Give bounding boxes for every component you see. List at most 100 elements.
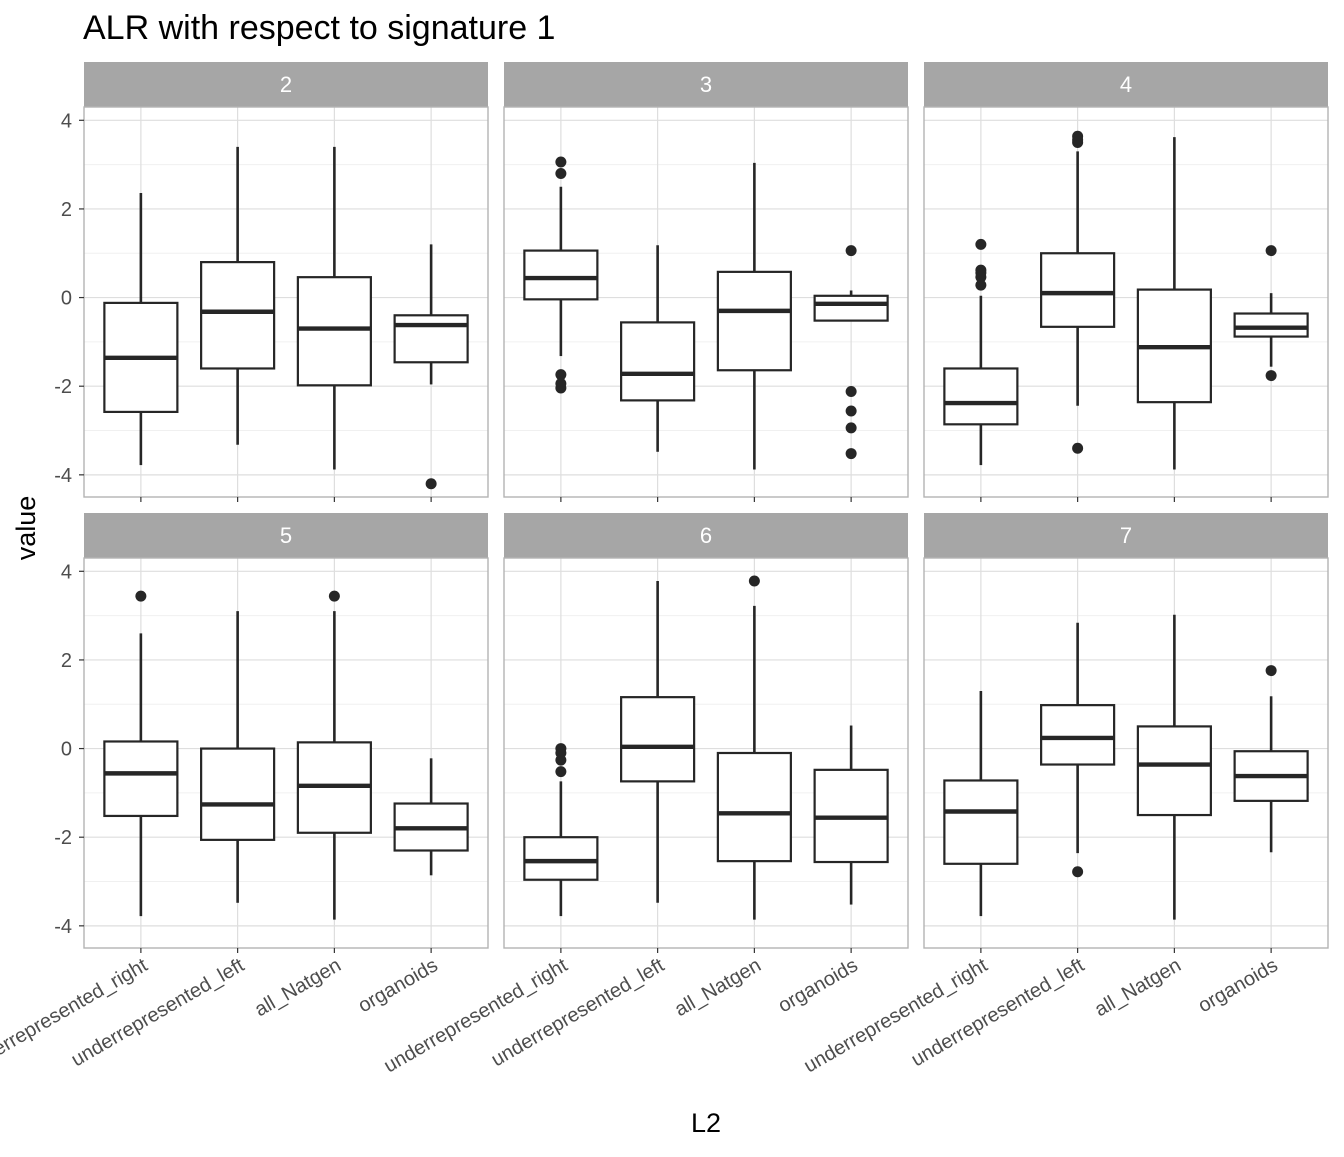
box-iqr <box>200 747 276 841</box>
x-tick-label: underrepresented_left <box>908 954 1089 1071</box>
panel-border <box>503 557 909 949</box>
box-iqr <box>1040 252 1116 328</box>
strip-label: 4 <box>1120 72 1132 97</box>
y-tick-label: 0 <box>61 739 72 761</box>
box-all_Natgen <box>716 575 792 920</box>
box-underrepresented_right <box>103 192 179 466</box>
outlier-point <box>555 766 567 778</box>
y-tick-label: 4 <box>61 110 72 132</box>
box-organoids <box>1233 665 1309 853</box>
y-tick-label: -4 <box>54 916 72 938</box>
box-all_Natgen <box>1136 614 1212 920</box>
outlier-point <box>555 382 567 394</box>
box-underrepresented_right <box>943 690 1019 917</box>
box-iqr <box>620 321 696 402</box>
box-underrepresented_right <box>523 156 599 394</box>
outlier-point <box>555 754 567 766</box>
box-iqr <box>620 696 696 783</box>
box-iqr <box>716 270 792 372</box>
strip-label: 2 <box>280 72 292 97</box>
x-tick-label: underrepresented_left <box>488 954 669 1071</box>
panel-border <box>923 106 1329 498</box>
y-tick-label: -2 <box>54 376 72 398</box>
box-organoids <box>393 758 469 876</box>
x-tick-label: all_Natgen <box>671 954 765 1021</box>
strip-background <box>504 62 908 107</box>
box-iqr <box>1233 312 1309 338</box>
box-underrepresented_right <box>943 238 1019 466</box>
box-organoids <box>1233 245 1309 382</box>
outlier-point <box>555 156 567 168</box>
panel-border <box>503 106 909 498</box>
strip-label: 6 <box>700 523 712 548</box>
strip-label: 7 <box>1120 523 1132 548</box>
outlier-point <box>1265 245 1277 257</box>
box-underrepresented_left <box>620 245 696 452</box>
outlier-point <box>555 369 567 381</box>
x-tick-label: all_Natgen <box>1091 954 1185 1021</box>
chart-title: ALR with respect to signature 1 <box>83 9 555 47</box>
x-tick-label: underrepresented_left <box>68 954 249 1071</box>
facet-panel-2: 2 -4 -2 0 2 4 <box>54 62 489 502</box>
box-all_Natgen <box>1136 137 1212 470</box>
facet-panel-4: 4 <box>923 62 1329 502</box>
box-all_Natgen <box>296 146 372 470</box>
outlier-point <box>845 405 857 417</box>
facet-panel-3: 3 <box>503 62 909 502</box>
outlier-point <box>845 448 857 460</box>
box-iqr <box>1136 725 1212 817</box>
box-underrepresented_right <box>523 743 599 917</box>
outlier-point <box>845 422 857 434</box>
outlier-point <box>328 590 340 602</box>
outlier-point <box>748 575 760 587</box>
outlier-point <box>135 590 147 602</box>
box-all_Natgen <box>296 590 372 920</box>
outlier-point <box>425 478 437 490</box>
x-axis-title: L2 <box>691 1108 721 1138</box>
box-iqr <box>200 261 276 370</box>
y-tick-label: -2 <box>54 827 72 849</box>
box-all_Natgen <box>716 162 792 470</box>
y-tick-label: 2 <box>61 199 72 221</box>
y-tick-label: 2 <box>61 650 72 672</box>
x-tick-label: all_Natgen <box>251 954 345 1021</box>
strip-background <box>84 62 488 107</box>
box-underrepresented_left <box>1040 130 1116 454</box>
box-organoids <box>393 244 469 490</box>
outlier-point <box>845 245 857 257</box>
box-underrepresented_left <box>620 581 696 903</box>
box-iqr <box>296 276 372 387</box>
x-tick-label: organoids <box>355 954 442 1017</box>
box-organoids <box>813 245 889 460</box>
facet-panel-5: 5-4-2024underrepresented_rightunderrepre… <box>0 513 489 1077</box>
box-iqr <box>523 249 599 301</box>
y-tick-label: -4 <box>54 465 72 487</box>
box-iqr <box>943 367 1019 426</box>
strip-background <box>504 513 908 558</box>
box-organoids <box>813 725 889 905</box>
box-iqr <box>943 779 1019 865</box>
box-underrepresented_left <box>200 146 276 445</box>
x-tick-label: organoids <box>775 954 862 1017</box>
outlier-point <box>555 167 567 179</box>
x-tick-label: organoids <box>1195 954 1282 1017</box>
outlier-point <box>975 271 987 283</box>
panel-border <box>83 557 489 949</box>
box-underrepresented_right <box>103 590 179 917</box>
box-iqr <box>1040 704 1116 766</box>
strip-background <box>924 513 1328 558</box>
outlier-point <box>1072 442 1084 454</box>
outlier-point <box>845 386 857 398</box>
outlier-point <box>1072 866 1084 878</box>
box-iqr <box>103 740 179 818</box>
box-iqr <box>716 751 792 863</box>
panel-border <box>83 106 489 498</box>
box-iqr <box>813 294 889 322</box>
panel-border <box>923 557 1329 949</box>
outlier-point <box>975 279 987 291</box>
box-underrepresented_left <box>1040 622 1116 878</box>
y-tick-label: 0 <box>61 288 72 310</box>
outlier-point <box>1265 665 1277 677</box>
